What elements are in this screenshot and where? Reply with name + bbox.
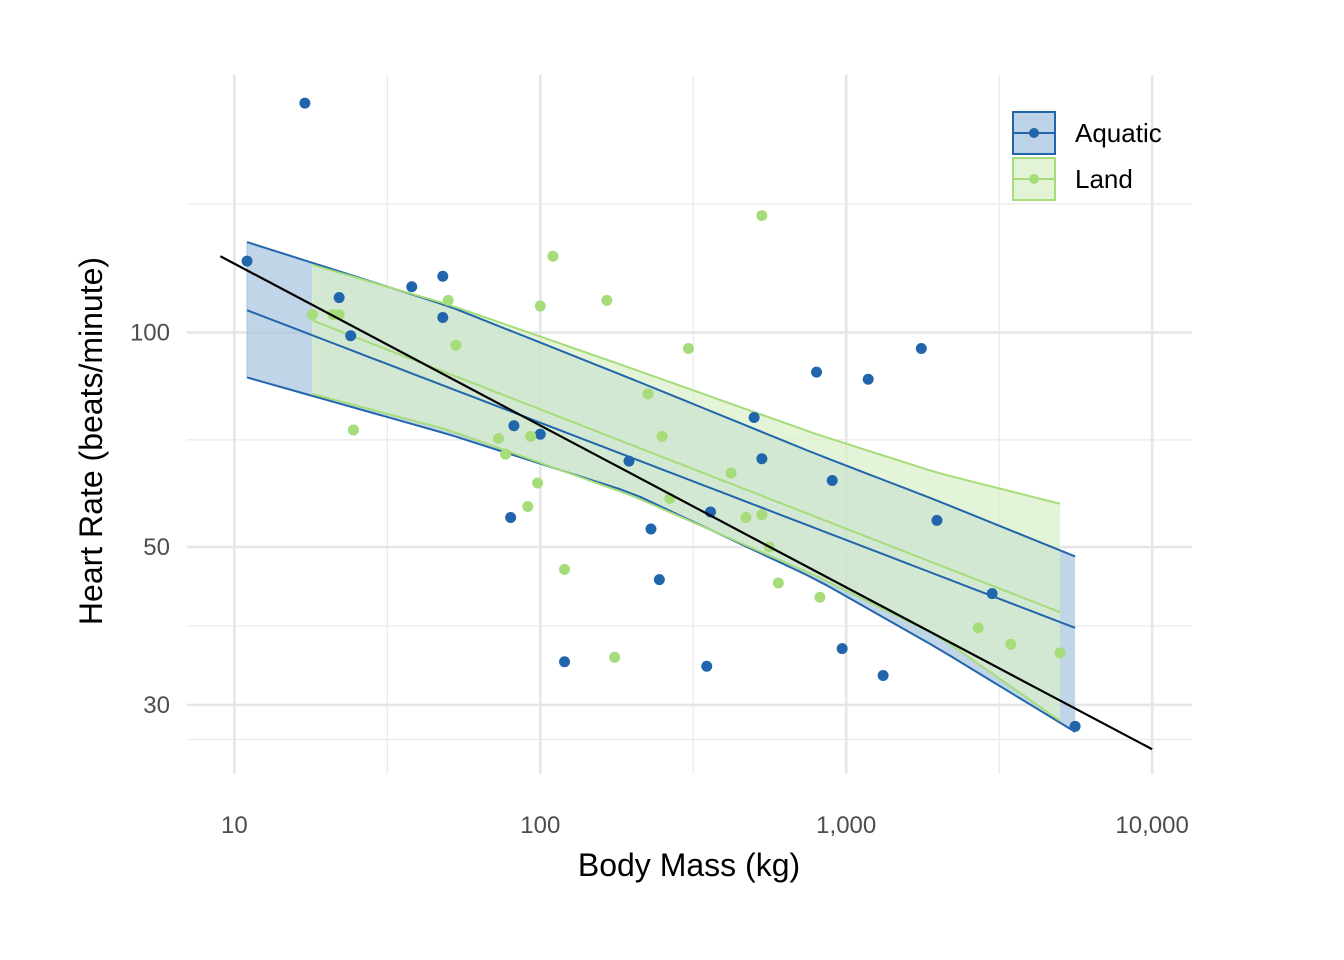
point-aquatic	[931, 514, 943, 526]
legend-label-land: Land	[1075, 164, 1133, 194]
point-aquatic	[756, 453, 768, 465]
point-land	[740, 512, 752, 524]
point-land	[492, 433, 504, 445]
point-land	[814, 591, 826, 603]
point-land	[601, 294, 613, 306]
point-aquatic	[345, 330, 357, 342]
point-aquatic	[241, 255, 253, 267]
point-land	[347, 424, 359, 436]
point-aquatic	[748, 411, 760, 423]
point-aquatic	[299, 97, 311, 109]
point-aquatic	[986, 588, 998, 600]
point-aquatic	[877, 670, 889, 682]
y-tick-label: 50	[143, 534, 170, 561]
point-aquatic	[437, 312, 449, 324]
legend-label-aquatic: Aquatic	[1075, 118, 1162, 148]
y-tick-label: 30	[143, 692, 170, 719]
point-aquatic	[623, 455, 635, 467]
point-land	[534, 300, 546, 312]
x-axis-title: Body Mass (kg)	[578, 847, 800, 883]
y-axis-title: Heart Rate (beats/minute)	[73, 257, 109, 625]
point-aquatic	[406, 281, 418, 293]
point-aquatic	[862, 373, 874, 385]
legend-point-aquatic	[1029, 128, 1039, 138]
fit-line-aquatic	[246, 309, 1076, 629]
point-land	[522, 500, 534, 512]
point-land	[642, 388, 654, 400]
point-aquatic	[534, 428, 546, 440]
major-grid	[187, 75, 1192, 774]
point-aquatic	[559, 656, 571, 668]
overall-fit-line	[219, 255, 1153, 751]
point-aquatic	[645, 523, 657, 535]
point-aquatic	[915, 342, 927, 354]
overall-fit	[219, 255, 1153, 751]
y-tick-label: 100	[130, 320, 170, 347]
ci-upper-land	[312, 263, 1061, 505]
fit-lines	[246, 309, 1076, 629]
point-land	[972, 622, 984, 634]
x-tick-label: 100	[520, 812, 560, 839]
x-tick-label: 10,000	[1115, 812, 1188, 839]
point-land	[500, 448, 512, 460]
fit-line-land	[312, 319, 1061, 614]
ci-lower-aquatic	[246, 376, 1076, 733]
point-aquatic	[508, 420, 520, 432]
point-land	[682, 342, 694, 354]
point-aquatic	[701, 660, 713, 672]
point-aquatic	[653, 574, 665, 586]
point-land	[725, 467, 737, 479]
point-land	[756, 509, 768, 521]
point-land	[609, 651, 621, 663]
point-land	[442, 294, 454, 306]
point-aquatic	[505, 512, 517, 524]
point-land	[547, 250, 559, 262]
x-tick-label: 1,000	[816, 812, 876, 839]
point-land	[1005, 638, 1017, 650]
y-axis-tick-labels: 30 50 100	[130, 320, 170, 719]
point-land	[450, 339, 462, 351]
point-aquatic	[836, 643, 848, 655]
point-land	[306, 309, 318, 321]
point-land	[772, 577, 784, 589]
ribbon-land	[312, 264, 1061, 721]
legend-point-land	[1029, 174, 1039, 184]
point-land	[1054, 647, 1066, 659]
x-axis-tick-labels: 10 100 1,000 10,000	[221, 812, 1189, 839]
point-land	[525, 430, 537, 442]
x-tick-label: 10	[221, 812, 248, 839]
point-aquatic	[437, 270, 449, 282]
point-land	[559, 563, 571, 575]
legend: Aquatic Land	[1012, 111, 1162, 201]
point-land	[532, 477, 544, 489]
point-aquatic	[333, 292, 345, 304]
point-land	[656, 430, 668, 442]
point-aquatic	[811, 366, 823, 378]
point-land	[756, 210, 768, 222]
point-aquatic	[826, 474, 838, 486]
point-aquatic	[1069, 720, 1081, 732]
